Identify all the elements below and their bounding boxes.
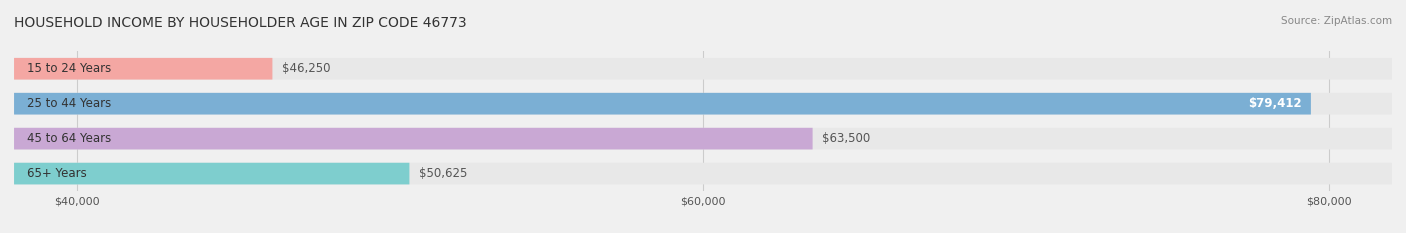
Text: 15 to 24 Years: 15 to 24 Years xyxy=(27,62,111,75)
FancyBboxPatch shape xyxy=(14,128,813,150)
Text: Source: ZipAtlas.com: Source: ZipAtlas.com xyxy=(1281,16,1392,26)
FancyBboxPatch shape xyxy=(14,58,273,80)
FancyBboxPatch shape xyxy=(14,163,409,185)
Text: $46,250: $46,250 xyxy=(281,62,330,75)
Text: 45 to 64 Years: 45 to 64 Years xyxy=(27,132,111,145)
Text: $63,500: $63,500 xyxy=(823,132,870,145)
FancyBboxPatch shape xyxy=(14,163,1392,185)
FancyBboxPatch shape xyxy=(14,93,1310,115)
Text: 25 to 44 Years: 25 to 44 Years xyxy=(27,97,111,110)
FancyBboxPatch shape xyxy=(14,128,1392,150)
Text: $79,412: $79,412 xyxy=(1249,97,1302,110)
FancyBboxPatch shape xyxy=(14,58,1392,80)
Text: 65+ Years: 65+ Years xyxy=(27,167,86,180)
Text: HOUSEHOLD INCOME BY HOUSEHOLDER AGE IN ZIP CODE 46773: HOUSEHOLD INCOME BY HOUSEHOLDER AGE IN Z… xyxy=(14,16,467,30)
Text: $50,625: $50,625 xyxy=(419,167,467,180)
FancyBboxPatch shape xyxy=(14,93,1392,115)
